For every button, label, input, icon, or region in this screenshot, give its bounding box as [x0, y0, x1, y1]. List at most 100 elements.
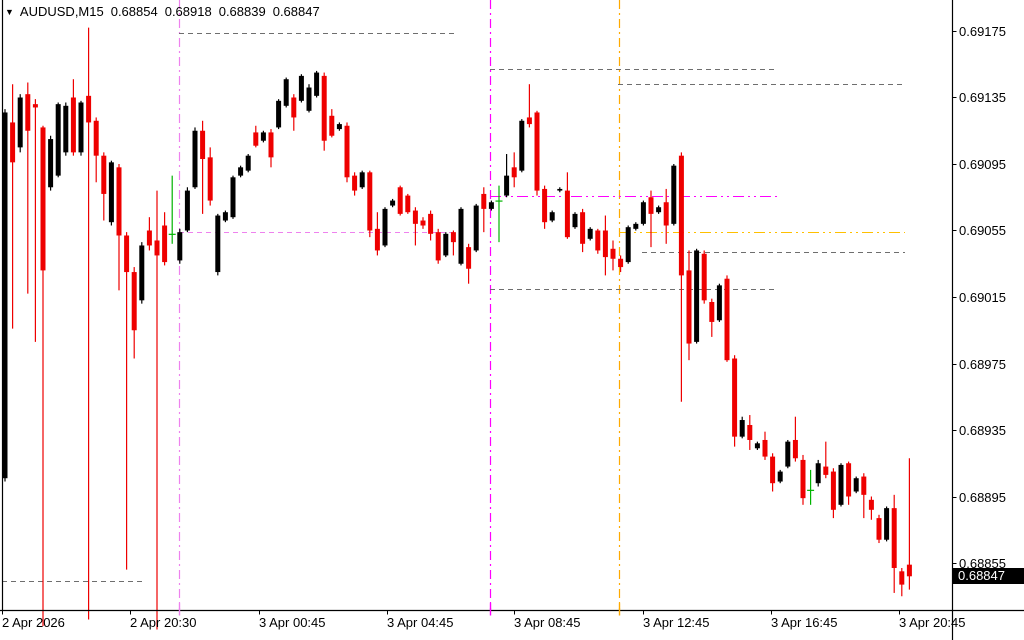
candle-body: [876, 518, 882, 540]
price-axis-label: 0.69135: [959, 90, 1006, 105]
candle-body: [336, 124, 342, 130]
candle-body: [906, 564, 912, 577]
ohlc-high-value: 0.68918: [164, 4, 212, 19]
candle-body: [557, 188, 563, 191]
candle-body: [450, 232, 456, 243]
candle-body: [48, 139, 54, 188]
candle-body: [397, 187, 403, 214]
candle-body: [428, 213, 434, 234]
candle-body: [618, 258, 624, 268]
candle-body: [671, 165, 677, 224]
candle-body: [488, 202, 494, 209]
candle-body: [891, 508, 897, 568]
candle-body: [519, 120, 525, 171]
price-axis-label: 0.69095: [959, 157, 1006, 172]
candle-body: [595, 230, 601, 251]
candle-body: [701, 253, 707, 301]
candle-body: [473, 205, 479, 251]
candle-body: [154, 240, 160, 256]
candle-body: [504, 175, 510, 196]
candle-body: [139, 245, 145, 301]
candle-body: [762, 439, 768, 457]
chart-title: ▼ AUDUSD,M15 0.68854 0.68918 0.68839 0.68847: [5, 4, 320, 19]
price-axis-label: 0.68855: [959, 556, 1006, 571]
candle-body: [587, 228, 593, 239]
candle-body: [253, 132, 259, 146]
candle-body: [329, 115, 335, 136]
candle-body: [207, 157, 213, 201]
time-axis-label: 3 Apr 04:45: [387, 615, 454, 630]
candle-body: [405, 195, 411, 213]
candle-body: [747, 425, 753, 440]
candle-body: [511, 167, 517, 178]
candle-body: [777, 471, 783, 482]
candle-body: [78, 102, 84, 153]
current-price-badge: 0.68847: [953, 568, 1024, 584]
candle-body: [549, 212, 555, 221]
candle-body: [359, 172, 365, 188]
price-axis-label: 0.68895: [959, 490, 1006, 505]
candle-body: [678, 155, 684, 276]
time-axis-label: 2 Apr 2026: [2, 615, 65, 630]
price-axis-label: 0.69055: [959, 223, 1006, 238]
candle-body: [238, 167, 244, 176]
candle-body: [739, 420, 745, 437]
candle-body: [648, 197, 654, 214]
candle-body: [25, 94, 31, 131]
candle-body: [640, 202, 646, 224]
candle-body: [656, 207, 662, 213]
candle-body: [108, 162, 114, 223]
symbol-period-label: AUDUSD,M15: [19, 4, 104, 19]
candle-body: [86, 95, 92, 123]
candle-body: [276, 100, 282, 128]
candle-body: [382, 208, 388, 246]
candle-body: [709, 301, 715, 322]
candle-body: [838, 464, 844, 505]
candle-body: [694, 250, 700, 342]
candle-body: [10, 122, 16, 163]
candle-body: [70, 97, 76, 153]
candle-body: [306, 87, 312, 111]
candle-body: [131, 272, 137, 331]
candle-body: [177, 232, 183, 261]
candle-body: [412, 210, 418, 224]
candle-body: [785, 441, 791, 467]
candle-body: [200, 130, 206, 160]
candle-body: [602, 230, 608, 258]
ohlc-low-value: 0.68839: [218, 4, 266, 19]
candle-body: [93, 120, 99, 156]
candle-body: [101, 155, 107, 194]
candle-body: [846, 463, 852, 497]
time-axis-label: 2 Apr 20:30: [130, 615, 197, 630]
candle-body: [268, 132, 274, 158]
candle-body: [283, 79, 289, 106]
candle-body: [390, 200, 396, 206]
candle-body: [853, 478, 859, 492]
price-axis-label: 0.69015: [959, 290, 1006, 305]
candle-body: [116, 167, 122, 236]
candle-body: [215, 215, 221, 273]
price-axis-label: 0.68935: [959, 423, 1006, 438]
ohlc-close-value: 0.68847: [272, 4, 320, 19]
candle-body: [222, 212, 228, 221]
candle-body: [40, 127, 46, 271]
candle-body: [800, 459, 806, 499]
candle-body: [899, 571, 905, 585]
ohlc-open-value: 0.68854: [110, 4, 158, 19]
candle-body: [580, 212, 586, 244]
candle-body: [321, 75, 327, 141]
collapse-chart-icon[interactable]: ▼: [5, 7, 14, 17]
candle-body: [770, 456, 776, 484]
candle-body: [367, 172, 373, 231]
candle-body: [420, 220, 426, 226]
candle-body: [732, 358, 738, 437]
candle-body: [458, 208, 464, 264]
candle-body: [344, 125, 350, 178]
time-axis-label: 3 Apr 08:45: [514, 615, 581, 630]
candle-body: [686, 270, 692, 344]
candle-body: [466, 247, 472, 269]
candle-body: [625, 227, 631, 263]
candle-body: [564, 190, 570, 238]
